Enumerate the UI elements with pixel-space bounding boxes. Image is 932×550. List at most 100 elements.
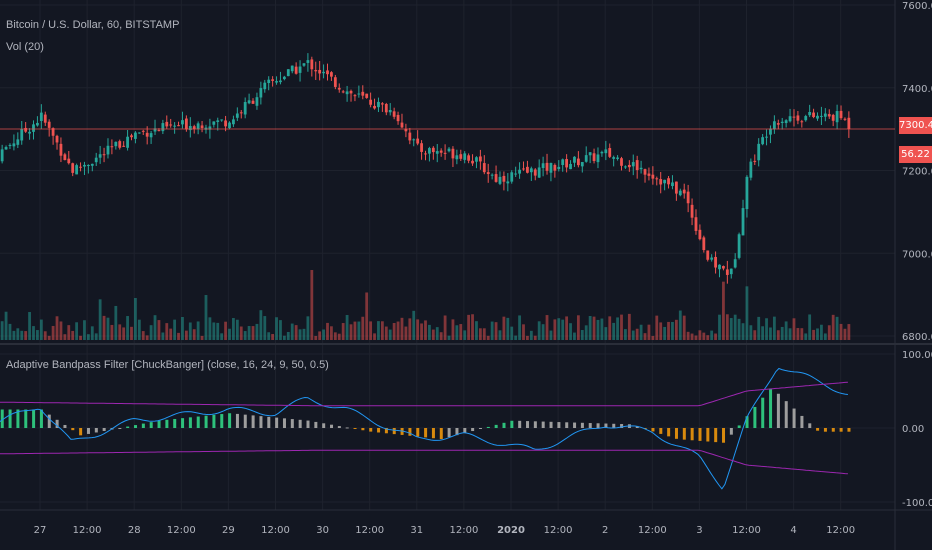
volume-bar (616, 317, 619, 340)
price-tick-label: 7400.00 (902, 84, 932, 95)
symbol-legend[interactable]: Bitcoin / U.S. Dollar, 60, BITSTAMP (6, 19, 180, 31)
volume-bar (702, 332, 706, 340)
volume-bar (392, 322, 396, 340)
candle (486, 172, 490, 175)
volume-legend[interactable]: Vol (20) (6, 41, 44, 53)
volume-bar (753, 330, 757, 340)
histogram-bar (306, 420, 310, 428)
volume-bar (757, 316, 761, 340)
time-tick-label: 3 (696, 525, 702, 536)
volume-bar (533, 335, 537, 340)
time-tick-label: 2020 (497, 525, 525, 536)
volume-bar (310, 270, 314, 340)
volume-bar (592, 316, 596, 340)
volume-bar (467, 314, 471, 340)
candle (757, 143, 761, 161)
candle (365, 93, 369, 98)
volume-bar (612, 322, 616, 340)
candle (498, 176, 502, 184)
histogram-bar (776, 393, 780, 428)
volume-bar (808, 314, 812, 340)
volume-bar (573, 332, 576, 340)
candle (514, 173, 518, 175)
candle (20, 129, 24, 141)
volume-bar (816, 328, 819, 340)
volume-bar (165, 323, 169, 340)
volume-bar (282, 335, 286, 340)
volume-bar (177, 332, 180, 340)
volume-bar (16, 328, 20, 340)
candle (643, 169, 647, 175)
volume-bar (404, 326, 408, 340)
volume-bar (326, 322, 329, 340)
volume-bar (141, 331, 145, 340)
candle (392, 111, 396, 117)
candle (333, 77, 337, 87)
volume-bar (232, 318, 235, 340)
candle (522, 168, 525, 170)
volume-bar (420, 323, 423, 340)
histogram-bar (682, 428, 686, 440)
candle (220, 119, 224, 121)
candle (529, 168, 533, 173)
candle (439, 150, 443, 153)
candle (126, 136, 129, 148)
candle (772, 121, 776, 130)
candle (722, 266, 725, 269)
candle (282, 76, 286, 80)
volume-bar (596, 319, 600, 340)
candle (71, 163, 75, 173)
volume-bar (102, 315, 106, 340)
candle (706, 250, 710, 260)
candle (753, 160, 757, 162)
candle (55, 135, 59, 143)
histogram-bar (369, 428, 373, 432)
histogram-bar (839, 428, 843, 432)
histogram-bar (126, 426, 130, 428)
volume-bar (20, 330, 24, 340)
candle (345, 91, 349, 95)
candle (526, 166, 529, 173)
volume-bar (635, 328, 639, 340)
candle (353, 95, 357, 97)
candle (647, 173, 651, 176)
candle (424, 153, 427, 155)
volume-bar (388, 329, 392, 340)
histogram-bar (439, 428, 443, 440)
volume-bar (537, 321, 541, 340)
histogram-bar (674, 428, 678, 439)
volume-bar (314, 335, 318, 340)
candle (263, 82, 267, 90)
volume-bar (835, 316, 839, 340)
volume-bar (812, 329, 815, 340)
histogram-bar (290, 419, 294, 428)
candle (79, 166, 82, 168)
candle (24, 127, 28, 132)
volume-bar (396, 321, 400, 340)
histogram-bar (86, 428, 90, 434)
candle (341, 91, 345, 93)
candle (784, 120, 788, 124)
volume-bar (149, 325, 153, 340)
candle (408, 132, 412, 141)
candle (83, 164, 86, 167)
volume-bar (745, 286, 749, 340)
candle (196, 123, 200, 129)
volume-bar (761, 326, 765, 340)
candle (565, 159, 569, 168)
volume-bar (780, 326, 784, 340)
histogram-bar (134, 425, 138, 428)
volume-bar (678, 310, 682, 340)
histogram-bar (32, 409, 36, 428)
indicator-legend[interactable]: Adaptive Bandpass Filter [ChuckBanger] (… (6, 359, 329, 371)
candle (271, 79, 275, 81)
volume-bar (510, 326, 514, 340)
histogram-bar (55, 419, 59, 428)
candle (592, 153, 596, 162)
candle (279, 80, 282, 83)
candle (627, 164, 631, 168)
volume-bar (377, 321, 380, 340)
candle (612, 157, 616, 159)
candle (106, 145, 110, 155)
